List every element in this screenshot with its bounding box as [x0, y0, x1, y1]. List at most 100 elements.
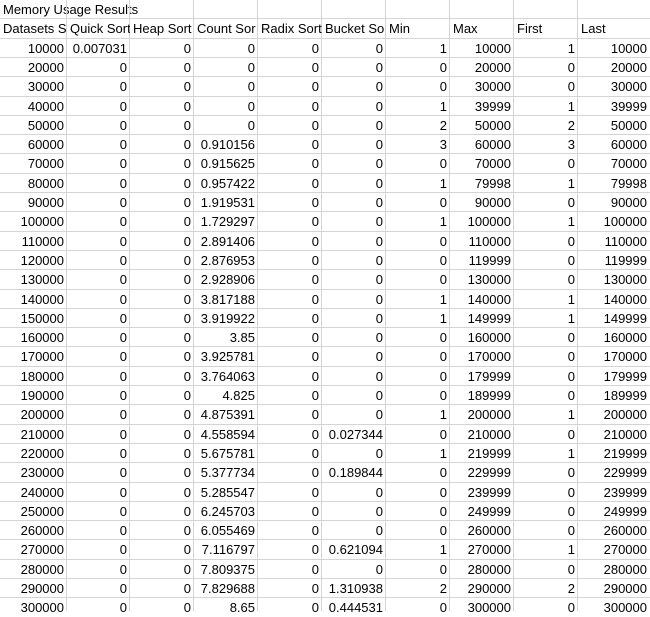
table-cell[interactable]: 39999	[610, 99, 647, 114]
table-cell[interactable]: 0	[247, 79, 255, 94]
table-cell[interactable]: 189999	[603, 388, 647, 403]
table-cell[interactable]: 0	[183, 446, 191, 461]
table-cell[interactable]: 0	[311, 195, 319, 210]
table-cell[interactable]: 0	[375, 137, 383, 152]
table-cell[interactable]: 0	[183, 369, 191, 384]
table-cell[interactable]: 160000	[603, 330, 647, 345]
table-cell[interactable]: 0	[311, 369, 319, 384]
table-cell[interactable]: 3.919922	[200, 311, 255, 326]
table-cell[interactable]: 0	[375, 253, 383, 268]
table-cell[interactable]: 50000	[610, 118, 647, 133]
table-cell[interactable]: 0.189844	[328, 465, 383, 480]
table-cell[interactable]: 0	[183, 272, 191, 287]
table-cell[interactable]: 200000	[20, 407, 64, 422]
table-cell[interactable]: 0	[567, 504, 575, 519]
table-cell[interactable]: 0	[567, 562, 575, 577]
table-cell[interactable]: 0	[311, 176, 319, 191]
table-cell[interactable]: 0	[183, 542, 191, 557]
table-cell[interactable]: 219999	[603, 446, 647, 461]
table-cell[interactable]: 2.891406	[200, 234, 255, 249]
table-cell[interactable]: 0	[311, 349, 319, 364]
table-cell[interactable]: 229999	[603, 465, 647, 480]
table-cell[interactable]: 260000	[467, 523, 511, 538]
table-cell[interactable]: 0	[247, 118, 255, 133]
table-cell[interactable]: 0	[247, 41, 255, 56]
table-cell[interactable]: 0	[567, 330, 575, 345]
table-cell[interactable]: 200000	[467, 407, 511, 422]
table-cell[interactable]: 8.65	[229, 600, 255, 615]
table-cell[interactable]: 290000	[603, 581, 647, 596]
table-cell[interactable]: 1	[439, 41, 447, 56]
table-cell[interactable]: 50000	[27, 118, 64, 133]
table-cell[interactable]: 70000	[27, 156, 64, 171]
table-cell[interactable]: 2	[567, 581, 575, 596]
table-cell[interactable]: 0	[119, 234, 127, 249]
table-cell[interactable]: 119999	[468, 253, 511, 268]
table-cell[interactable]: 0	[311, 485, 319, 500]
table-cell[interactable]: 0	[183, 214, 191, 229]
table-cell[interactable]: 3.817188	[200, 292, 255, 307]
table-cell[interactable]: 3	[439, 137, 447, 152]
table-cell[interactable]: 179999	[467, 369, 511, 384]
table-cell[interactable]: 249999	[467, 504, 511, 519]
table-cell[interactable]: 290000	[20, 581, 64, 596]
table-cell[interactable]: 290000	[467, 581, 511, 596]
table-cell[interactable]: 0	[183, 292, 191, 307]
table-cell[interactable]: 0	[183, 60, 191, 75]
table-cell[interactable]: 0	[119, 60, 127, 75]
table-cell[interactable]: 0	[183, 504, 191, 519]
table-cell[interactable]: 0	[119, 562, 127, 577]
table-cell[interactable]: 1	[439, 311, 447, 326]
table-cell[interactable]: 0	[311, 446, 319, 461]
table-cell[interactable]: 250000	[20, 504, 64, 519]
header-cell[interactable]: Quick Sort	[70, 21, 130, 36]
table-cell[interactable]: 110000	[21, 234, 64, 249]
table-cell[interactable]: 0	[375, 446, 383, 461]
table-cell[interactable]: 0	[119, 349, 127, 364]
table-cell[interactable]: 0	[375, 234, 383, 249]
table-cell[interactable]: 10000	[474, 41, 511, 56]
table-cell[interactable]: 0	[439, 465, 447, 480]
table-cell[interactable]: 160000	[467, 330, 511, 345]
header-cell[interactable]: Min	[389, 21, 410, 36]
table-cell[interactable]: 0	[311, 214, 319, 229]
table-cell[interactable]: 30000	[27, 79, 64, 94]
table-cell[interactable]: 239999	[467, 485, 511, 500]
table-cell[interactable]: 6.055469	[200, 523, 255, 538]
table-cell[interactable]: 0	[311, 137, 319, 152]
table-cell[interactable]: 0	[375, 292, 383, 307]
header-cell[interactable]: Datasets S	[3, 21, 67, 36]
table-cell[interactable]: 0	[311, 504, 319, 519]
table-cell[interactable]: 0	[439, 60, 447, 75]
table-cell[interactable]: 190000	[20, 388, 64, 403]
table-cell[interactable]: 300000	[467, 600, 511, 615]
table-cell[interactable]: 0	[119, 292, 127, 307]
table-cell[interactable]: 0	[183, 253, 191, 268]
table-cell[interactable]: 230000	[20, 465, 64, 480]
table-cell[interactable]: 0	[375, 79, 383, 94]
table-cell[interactable]: 1	[439, 214, 447, 229]
table-cell[interactable]: 60000	[27, 137, 64, 152]
table-cell[interactable]: 1	[567, 41, 575, 56]
table-cell[interactable]: 0	[311, 99, 319, 114]
table-cell[interactable]: 0	[119, 504, 127, 519]
table-cell[interactable]: 0	[119, 137, 127, 152]
table-cell[interactable]: 0	[567, 234, 575, 249]
table-cell[interactable]: 0	[311, 118, 319, 133]
table-cell[interactable]: 119999	[604, 253, 647, 268]
table-cell[interactable]: 130000	[467, 272, 511, 287]
table-cell[interactable]: 50000	[474, 118, 511, 133]
table-cell[interactable]: 0	[183, 349, 191, 364]
table-cell[interactable]: 3	[567, 137, 575, 152]
table-cell[interactable]: 0	[311, 542, 319, 557]
table-cell[interactable]: 0	[439, 234, 447, 249]
table-cell[interactable]: 0	[119, 214, 127, 229]
table-cell[interactable]: 110000	[468, 234, 511, 249]
table-cell[interactable]: 0	[567, 600, 575, 615]
table-cell[interactable]: 0	[439, 427, 447, 442]
table-cell[interactable]: 0	[119, 427, 127, 442]
table-cell[interactable]: 0	[375, 41, 383, 56]
table-cell[interactable]: 0	[119, 446, 127, 461]
table-cell[interactable]: 1	[439, 407, 447, 422]
table-cell[interactable]: 30000	[474, 79, 511, 94]
